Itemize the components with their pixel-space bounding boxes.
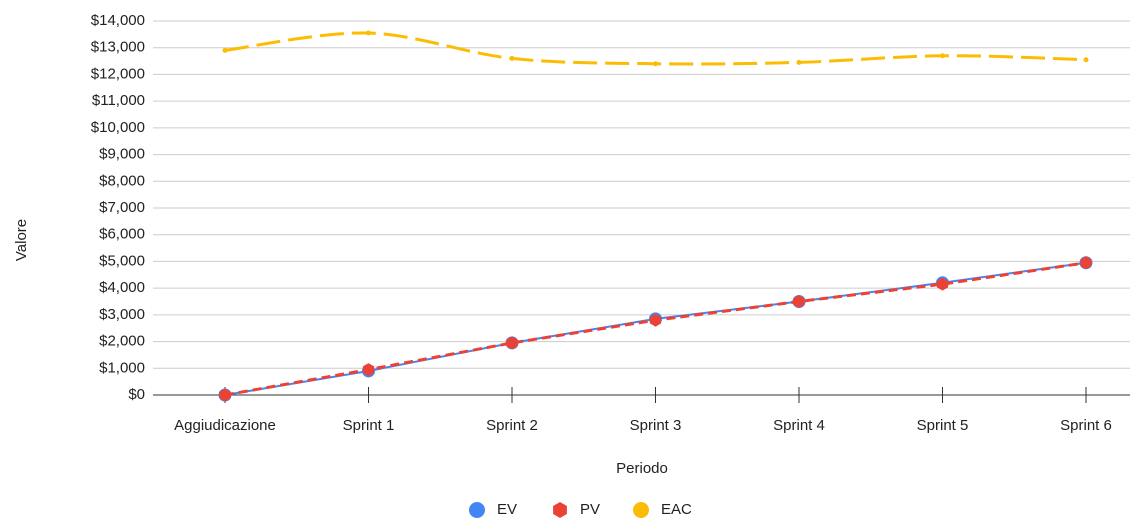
marker xyxy=(219,388,231,402)
x-tick-label: Sprint 6 xyxy=(1060,417,1112,434)
marker xyxy=(506,336,518,350)
y-tick-label: $2,000 xyxy=(99,333,145,350)
y-tick-label: $1,000 xyxy=(99,359,145,376)
y-tick-label: $10,000 xyxy=(91,119,145,136)
legend-label: EV xyxy=(497,501,517,518)
x-tick-label: Sprint 5 xyxy=(917,417,969,434)
y-tick-label: $3,000 xyxy=(99,306,145,323)
x-tick-label: Sprint 1 xyxy=(343,417,395,434)
legend-marker xyxy=(553,502,567,518)
marker xyxy=(366,30,371,36)
y-tick-label: $12,000 xyxy=(91,65,145,82)
y-tick-label: $4,000 xyxy=(99,279,145,296)
marker xyxy=(1083,57,1089,63)
x-tick-label: Sprint 4 xyxy=(773,417,825,434)
y-tick-label: $7,000 xyxy=(99,199,145,216)
series-line xyxy=(224,261,1087,397)
marker xyxy=(936,277,949,291)
y-tick-label: $9,000 xyxy=(99,146,145,163)
marker xyxy=(793,295,805,308)
legend-label: PV xyxy=(580,501,600,518)
y-tick-label: $14,000 xyxy=(91,12,145,29)
series-line xyxy=(224,261,1087,396)
marker xyxy=(362,363,375,377)
marker xyxy=(796,59,802,65)
marker xyxy=(222,47,228,53)
x-tick-label: Aggiudicazione xyxy=(174,417,276,434)
marker xyxy=(649,313,662,327)
marker xyxy=(940,53,945,59)
y-axis-title: Valore xyxy=(13,219,30,261)
legend-marker xyxy=(469,502,485,518)
y-tick-label: $6,000 xyxy=(99,226,145,243)
series-line xyxy=(224,31,1087,66)
marker xyxy=(653,61,658,67)
x-axis-title: Periodo xyxy=(616,460,668,477)
x-tick-label: Sprint 2 xyxy=(486,417,538,434)
y-tick-label: $0 xyxy=(128,386,145,403)
y-tick-label: $5,000 xyxy=(99,252,145,269)
marker xyxy=(1080,256,1092,270)
legend-label: EAC xyxy=(661,501,692,518)
marker xyxy=(509,55,515,61)
legend-marker xyxy=(633,502,649,518)
x-tick-label: Sprint 3 xyxy=(630,417,682,434)
y-tick-label: $13,000 xyxy=(91,39,145,56)
y-tick-label: $8,000 xyxy=(99,172,145,189)
y-tick-label: $11,000 xyxy=(92,92,145,109)
